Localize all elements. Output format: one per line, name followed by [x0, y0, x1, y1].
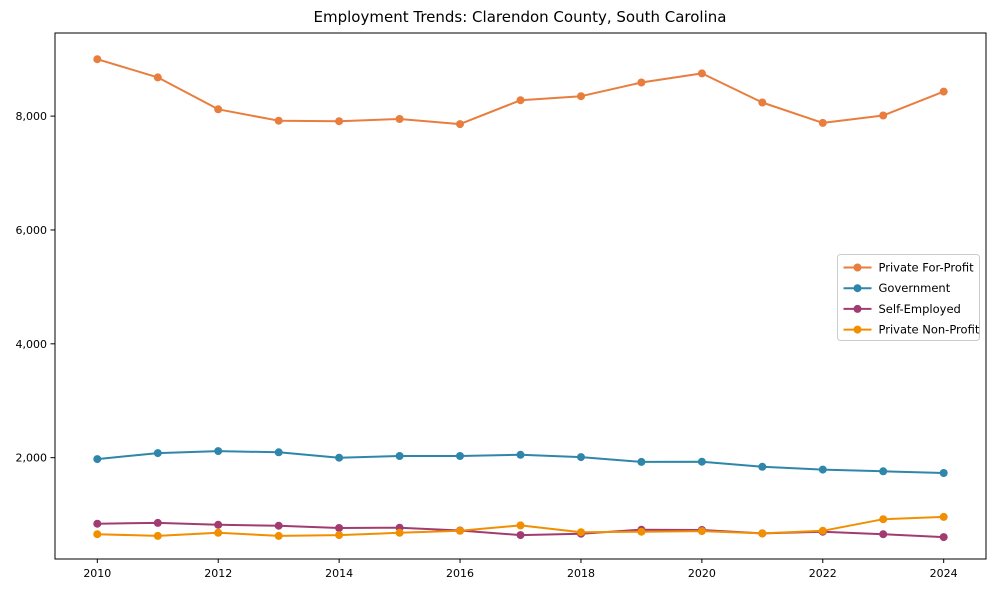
- legend: Private For-Profit Government Self-Employe…: [837, 254, 980, 341]
- data-point-private-for-profit-2019: [637, 78, 646, 87]
- data-point-private-for-profit-2014: [335, 117, 344, 126]
- data-point-government-2010: [93, 455, 102, 464]
- data-point-government-2019: [637, 457, 646, 466]
- data-point-private-non-profit-2015: [395, 528, 404, 537]
- legend-entry-government: Government: [843, 281, 951, 295]
- legend-box: [837, 254, 980, 341]
- data-point-private-non-profit-2010: [93, 530, 102, 539]
- x-tick-label: 2024: [930, 567, 958, 580]
- axes-layer: 2010 2012 2014 2016 2018 2020 2022 2024 2,000 4,0…: [16, 110, 958, 580]
- data-point-self-employed-2013: [274, 521, 283, 530]
- y-tick-label: 4,000: [16, 338, 48, 351]
- x-tick-label: 2012: [204, 567, 232, 580]
- x-tick-label: 2018: [567, 567, 595, 580]
- data-point-private-non-profit-2014: [335, 531, 344, 540]
- data-point-private-for-profit-2021: [758, 98, 767, 107]
- data-point-self-employed-2023: [879, 530, 888, 539]
- legend-label-private-non-profit: Private Non-Profit: [879, 323, 980, 337]
- data-point-government-2020: [697, 457, 706, 466]
- legend-entry-private-non-profit: Private Non-Profit: [843, 323, 980, 337]
- data-point-government-2024: [939, 469, 948, 477]
- y-tick-label: 6,000: [16, 224, 48, 237]
- data-point-government-2023: [879, 467, 888, 476]
- legend-label-self-employed: Self-Employed: [879, 302, 961, 316]
- data-point-self-employed-2017: [516, 531, 525, 540]
- legend-entry-private-for-profit: Private For-Profit: [843, 261, 975, 275]
- data-point-private-non-profit-2020: [697, 527, 706, 536]
- data-point-private-for-profit-2023: [879, 111, 888, 120]
- data-point-private-for-profit-2011: [153, 73, 162, 82]
- data-point-private-for-profit-2015: [395, 115, 404, 123]
- data-point-private-non-profit-2024: [939, 512, 948, 521]
- data-point-government-2011: [153, 449, 162, 458]
- data-point-self-employed-2011: [153, 518, 162, 527]
- data-point-self-employed-2024: [939, 533, 948, 542]
- series-private-for-profit: [93, 55, 948, 129]
- legend-entry-self-employed: Self-Employed: [843, 302, 961, 316]
- data-point-private-non-profit-2012: [214, 528, 223, 537]
- plot-border: [54, 32, 987, 560]
- legend-marker: [853, 325, 862, 334]
- x-tick-label: 2020: [688, 567, 716, 580]
- y-tick-label: 2,000: [16, 452, 48, 465]
- data-point-private-non-profit-2019: [637, 527, 646, 536]
- y-tick-label: 8,000: [16, 110, 48, 123]
- data-point-private-non-profit-2022: [818, 526, 827, 535]
- data-point-government-2021: [758, 462, 767, 471]
- data-point-private-for-profit-2020: [697, 69, 706, 78]
- data-point-government-2018: [577, 453, 585, 462]
- data-point-private-for-profit-2012: [214, 105, 223, 114]
- legend-label-government: Government: [879, 281, 951, 295]
- data-point-private-for-profit-2024: [939, 87, 948, 96]
- x-tick-label: 2010: [83, 567, 111, 580]
- data-point-private-for-profit-2016: [456, 120, 464, 129]
- legend-marker: [853, 284, 862, 293]
- data-point-private-non-profit-2016: [456, 526, 464, 535]
- data-point-private-non-profit-2023: [879, 515, 888, 524]
- data-point-government-2016: [456, 452, 464, 460]
- data-point-self-employed-2012: [214, 520, 223, 529]
- series-private-non-profit: [93, 512, 948, 540]
- data-point-private-non-profit-2011: [153, 531, 162, 540]
- data-point-government-2012: [214, 447, 223, 456]
- data-point-private-for-profit-2010: [93, 55, 102, 64]
- data-point-private-for-profit-2017: [516, 96, 525, 105]
- data-point-private-for-profit-2022: [818, 118, 827, 127]
- data-point-government-2013: [274, 448, 283, 457]
- series-layer: [93, 55, 948, 542]
- legend-label-private-for-profit: Private For-Profit: [879, 261, 975, 275]
- x-tick-label: 2014: [325, 567, 353, 580]
- data-point-self-employed-2010: [93, 519, 102, 528]
- chart-title: Employment Trends: Clarendon County, Sou…: [314, 8, 727, 26]
- data-point-government-2015: [395, 452, 404, 460]
- legend-marker: [853, 263, 862, 272]
- data-point-private-for-profit-2018: [577, 92, 585, 101]
- data-point-private-non-profit-2021: [758, 529, 767, 538]
- data-point-private-non-profit-2018: [577, 528, 585, 537]
- legend-marker: [853, 304, 862, 313]
- data-point-private-non-profit-2013: [274, 531, 283, 540]
- data-point-government-2017: [516, 450, 525, 459]
- data-point-private-non-profit-2017: [516, 521, 525, 530]
- series-government: [93, 447, 948, 477]
- data-point-government-2014: [335, 453, 344, 462]
- data-point-self-employed-2014: [335, 524, 344, 532]
- data-point-government-2022: [818, 465, 827, 474]
- x-tick-label: 2022: [809, 567, 837, 580]
- data-point-private-for-profit-2013: [274, 116, 283, 125]
- x-tick-label: 2016: [446, 567, 474, 580]
- series-line-private-for-profit: [96, 58, 945, 126]
